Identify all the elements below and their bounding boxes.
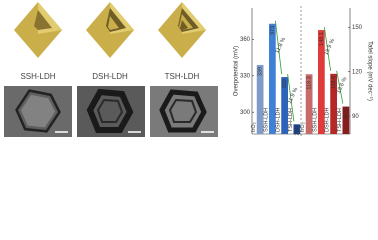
annotation: 11.9 % (287, 87, 300, 105)
bar (281, 77, 288, 134)
bar (342, 106, 350, 134)
x-tick-label: TSH-LDH (288, 108, 294, 132)
tem-images (4, 86, 218, 137)
y-tick-label: 90 (352, 114, 359, 120)
annotation: 19.9 % (324, 38, 337, 56)
figure: SSH-LDH DSH-LDH TSH-LDH 300 330 360Overpot… (4, 2, 372, 137)
arrow (336, 70, 344, 104)
value-label: 148.1 (319, 32, 325, 46)
value-label: 329 (282, 79, 288, 88)
bar (318, 30, 325, 134)
y-axis-label: Overpotential (mV) (234, 46, 240, 96)
arrow (323, 27, 332, 71)
x-tick-label: DSH-LDH (325, 108, 331, 132)
value-label: 373 (270, 26, 276, 35)
y-tick-label: 300 (240, 110, 251, 116)
annotation: 18.6 % (336, 76, 349, 94)
octahedra (14, 2, 206, 58)
value-label: 118.6 (331, 76, 337, 89)
x-tick-label: DSH-LDH (276, 108, 282, 132)
x-tick-label: IrO₂ (300, 122, 306, 132)
y-tick-label: 360 (240, 37, 251, 43)
bar (330, 73, 337, 134)
bar (269, 23, 276, 134)
y-tick-label: 330 (240, 73, 251, 79)
panel-label: TSH-LDH (165, 72, 200, 81)
value-label: 96.5 (343, 109, 349, 120)
x-tick-label: SSH-LDH (312, 108, 318, 132)
x-tick-label: IrO₂ (251, 122, 257, 132)
y-tick-label: 150 (352, 25, 363, 31)
y-tick-label: 120 (352, 69, 363, 75)
bar (305, 74, 313, 134)
x-tick-label: TSH-LDH (337, 108, 343, 132)
value-label: 118.3 (307, 76, 313, 89)
value-label: 290 (294, 126, 300, 135)
panel-label: SSH-LDH (20, 72, 55, 81)
bar (256, 64, 264, 134)
arrow (274, 20, 283, 75)
arrow (287, 74, 295, 122)
bar (293, 124, 301, 134)
y-axis-label: Tafel slope (mV dec⁻¹) (366, 41, 372, 101)
x-tick-label: SSH-LDH (263, 108, 269, 132)
value-label: 339 (258, 67, 264, 76)
annotation: 11.8 % (275, 37, 288, 55)
panel-label: DSH-LDH (92, 72, 128, 81)
